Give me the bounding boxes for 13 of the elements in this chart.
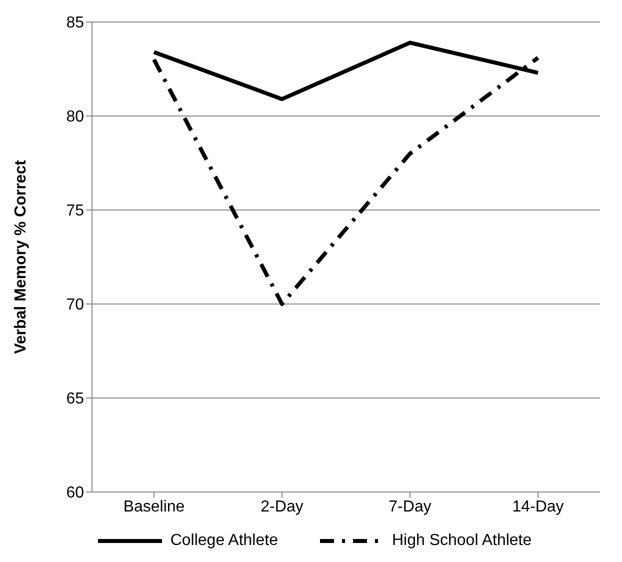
x-tick-label: 7-Day (388, 498, 432, 516)
y-tick-label: 65 (66, 390, 84, 408)
legend-label: High School Athlete (392, 532, 532, 550)
x-tick-label: Baseline (123, 498, 185, 516)
y-tick-label: 85 (66, 14, 84, 32)
y-tick-label: 70 (66, 296, 84, 314)
x-tick-label: 2-Day (260, 498, 304, 516)
legend-label: College Athlete (170, 532, 278, 550)
y-tick-label: 75 (66, 202, 84, 220)
x-tick-label: 14-Day (512, 498, 564, 516)
y-tick-label: 80 (66, 108, 84, 126)
y-tick-label: 60 (66, 484, 84, 502)
y-axis-title: Verbal Memory % Correct (12, 159, 30, 354)
